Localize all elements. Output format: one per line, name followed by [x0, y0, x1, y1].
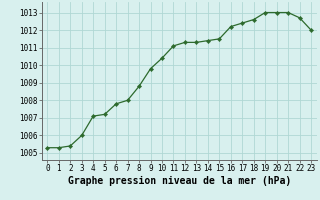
X-axis label: Graphe pression niveau de la mer (hPa): Graphe pression niveau de la mer (hPa) [68, 176, 291, 186]
